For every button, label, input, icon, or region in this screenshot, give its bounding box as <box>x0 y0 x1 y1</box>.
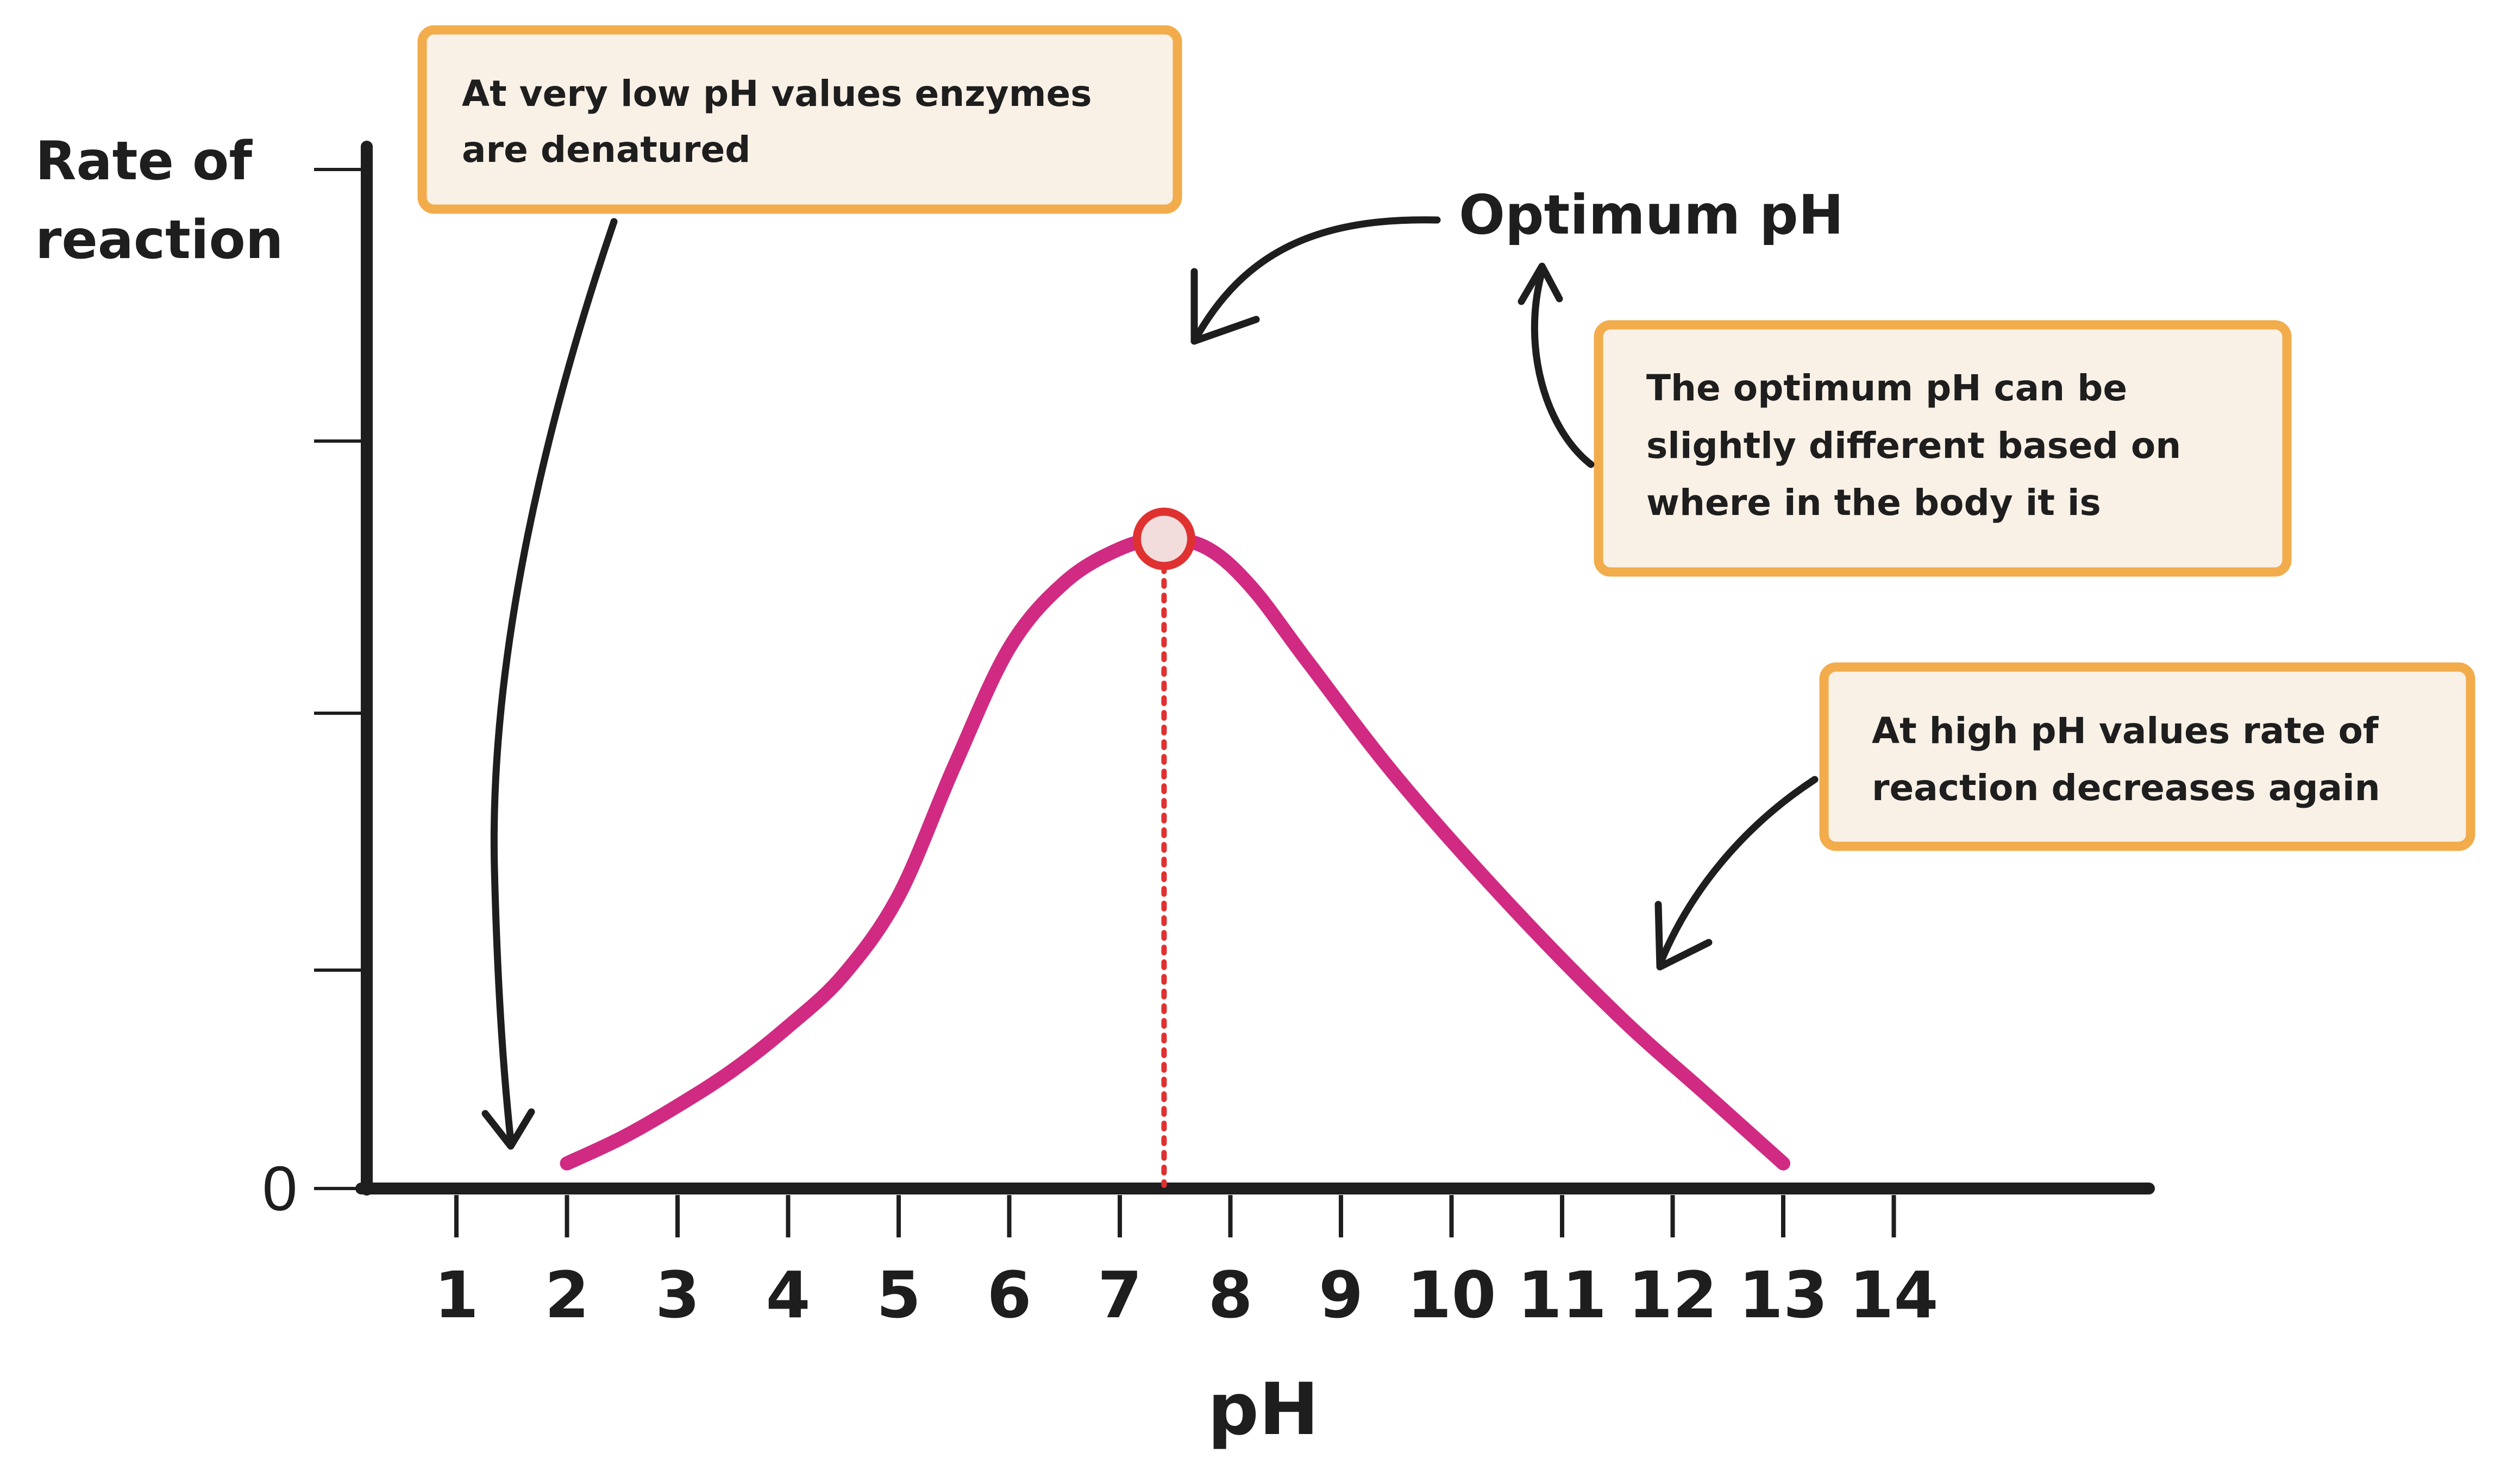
y-axis-label: Rate of reaction <box>35 130 284 271</box>
optimum-varies-arrow <box>1531 268 1595 468</box>
optimum-varies-arrowhead <box>1518 262 1563 305</box>
x-tick-label: 14 <box>1849 1257 1938 1332</box>
y-axis-label-line-1: Rate of <box>35 130 253 192</box>
high-ph-box <box>1819 662 2475 851</box>
low-ph-text: At very low pH values enzymes are denatu… <box>462 73 1105 171</box>
x-tick-label: 2 <box>544 1257 589 1332</box>
high-ph-text-line-1: At high pH values rate of <box>1872 710 2379 752</box>
x-tick-label: 1 <box>434 1257 479 1332</box>
high-ph-arrow <box>1656 776 1819 968</box>
x-axis-ticks: 1 2 3 4 5 6 7 8 9 10 11 12 13 14 <box>434 1195 1939 1332</box>
x-tick-label: 3 <box>655 1257 700 1332</box>
x-tick-label: 10 <box>1407 1257 1496 1332</box>
x-tick-label: 6 <box>987 1257 1031 1332</box>
optimum-varies-text-line-2: slightly different based on <box>1646 425 2181 467</box>
high-ph-text-line-2: reaction decreases again <box>1872 767 2380 809</box>
high-ph-arrowhead <box>1654 901 1713 971</box>
x-axis-label: pH <box>1208 1368 1319 1451</box>
low-ph-arrowhead <box>481 1108 535 1150</box>
optimum-varies-text: The optimum pH can be slightly different… <box>1646 367 2193 524</box>
x-tick-label: 7 <box>1098 1257 1142 1332</box>
optimum-point <box>1132 507 1195 570</box>
optimum-varies-box <box>1594 320 2292 577</box>
optimum-arrowhead <box>1190 268 1260 345</box>
high-ph-text: At high pH values rate of reaction decre… <box>1872 710 2391 809</box>
optimum-label: Optimum pH <box>1459 183 1844 247</box>
y-axis-label-line-2: reaction <box>35 209 284 271</box>
low-ph-text-line-2: are denatured <box>462 129 750 171</box>
x-tick-label: 11 <box>1518 1257 1607 1332</box>
optimum-varies-text-line-1: The optimum pH can be <box>1646 367 2127 409</box>
rate-curve <box>560 532 1790 1171</box>
low-ph-text-line-1: At very low pH values enzymes <box>462 73 1092 115</box>
y-zero-label: 0 <box>262 1153 298 1224</box>
y-axis-ticks <box>314 168 363 1190</box>
x-tick-label: 13 <box>1739 1257 1828 1332</box>
optimum-arrow <box>1190 216 1441 345</box>
x-tick-label: 8 <box>1208 1257 1252 1332</box>
x-tick-label: 4 <box>766 1257 810 1332</box>
x-tick-label: 9 <box>1319 1257 1363 1332</box>
low-ph-arrow <box>490 218 618 1145</box>
optimum-varies-text-line-3: where in the body it is <box>1646 482 2101 524</box>
low-ph-box <box>417 25 1182 214</box>
x-tick-label: 5 <box>876 1257 921 1332</box>
x-tick-label: 12 <box>1628 1257 1717 1332</box>
